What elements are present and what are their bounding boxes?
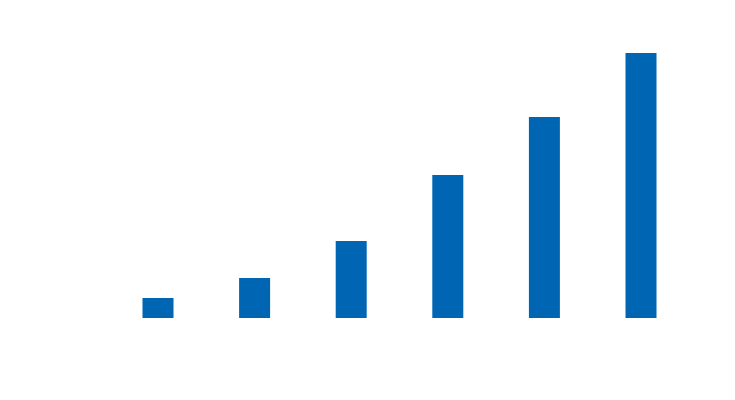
bar-5 xyxy=(528,117,560,318)
bar-2 xyxy=(239,278,271,318)
bar-1 xyxy=(142,298,174,318)
bars-group xyxy=(142,53,657,318)
bar-3 xyxy=(335,241,367,318)
bar-4 xyxy=(432,175,464,318)
bar-6 xyxy=(625,53,657,318)
